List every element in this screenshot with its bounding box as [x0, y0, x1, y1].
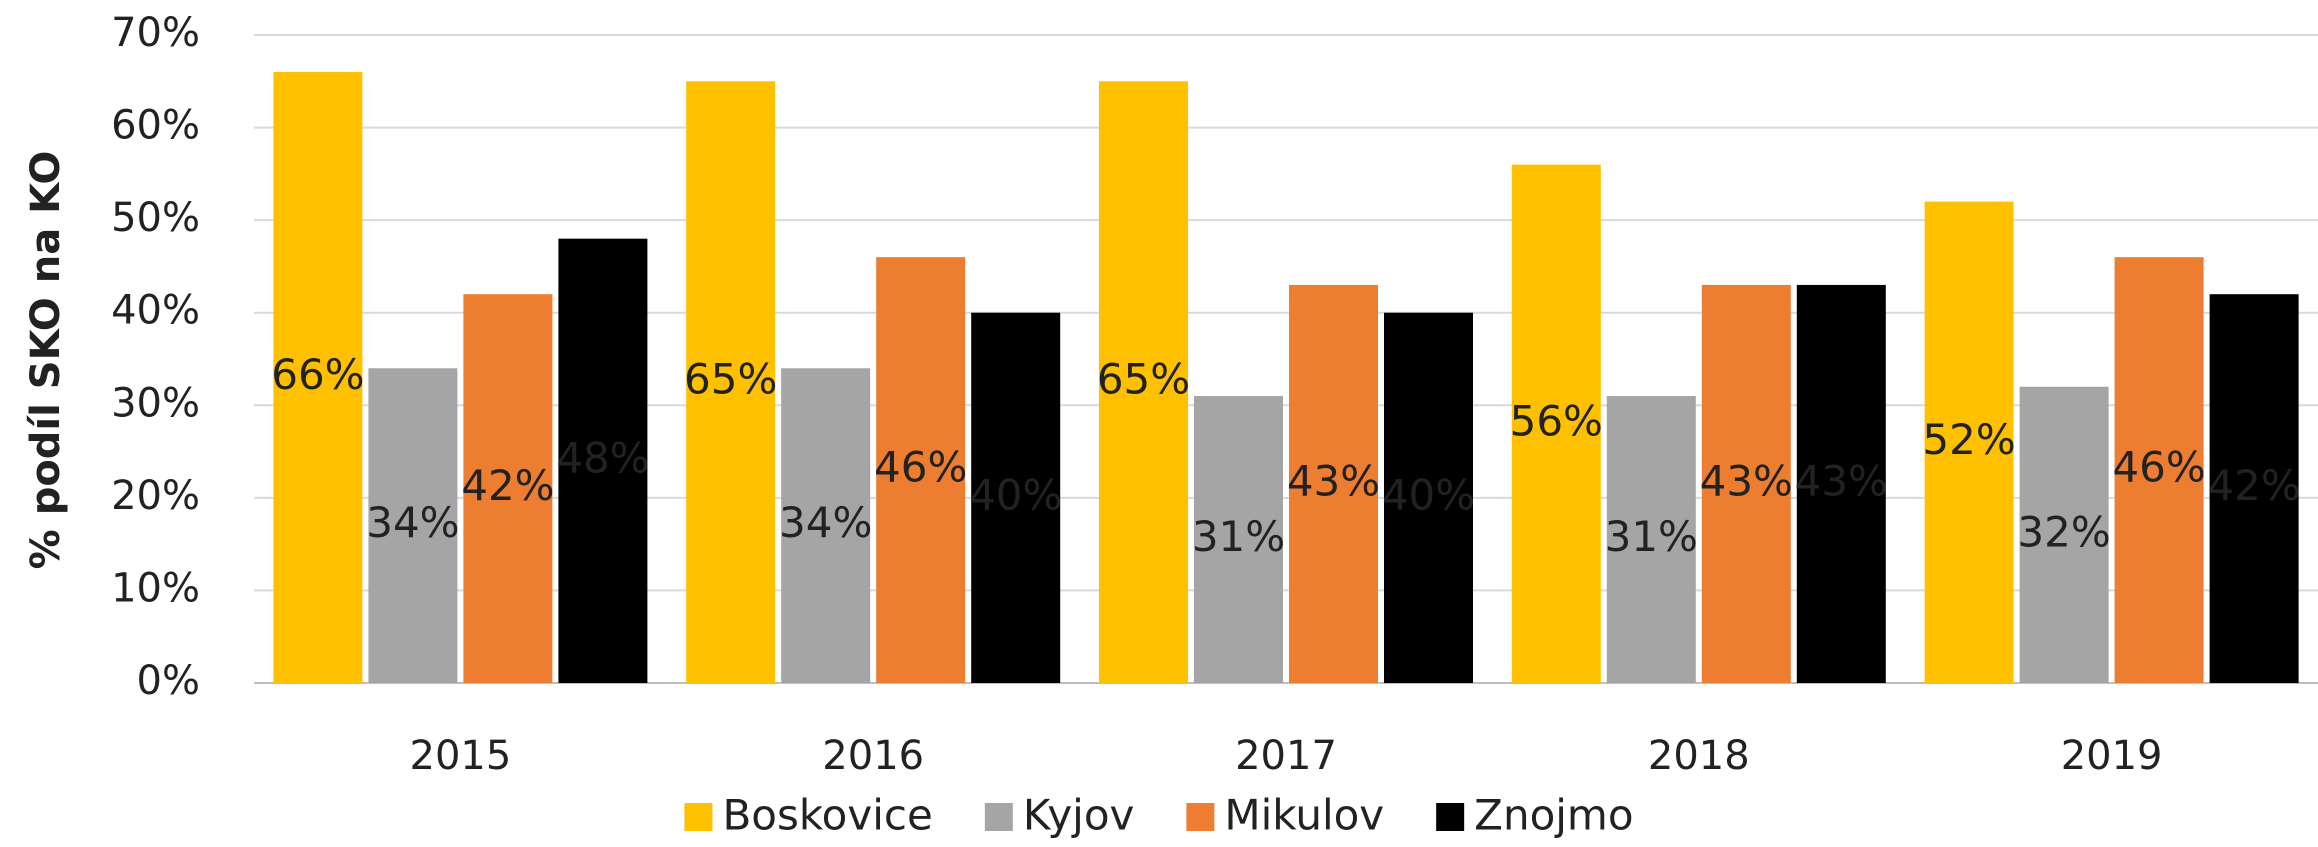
legend: Boskovice Kyjov Mikulov Znojmo — [684, 791, 1634, 840]
x-tick-label: 2017 — [1235, 733, 1337, 779]
value-label: 42% — [2207, 461, 2300, 510]
bar — [1384, 312, 1473, 683]
bar — [558, 238, 648, 683]
legend-label: Boskovice — [722, 791, 932, 840]
value-label: 42% — [461, 461, 554, 510]
bar — [368, 368, 458, 683]
y-tick-label: 0% — [137, 658, 200, 704]
bar — [971, 312, 1061, 683]
value-label: 48% — [556, 433, 649, 482]
bar — [686, 81, 776, 684]
x-tick-label: 2015 — [410, 733, 512, 779]
value-label: 31% — [1605, 512, 1698, 561]
x-tick-label: 2016 — [822, 733, 924, 779]
bar — [463, 294, 553, 683]
bar — [1511, 164, 1601, 684]
bar — [1796, 284, 1886, 683]
bar — [1924, 201, 2014, 683]
bar — [781, 368, 871, 683]
value-label: 43% — [1795, 456, 1888, 505]
x-tick-label: 2019 — [2061, 733, 2163, 779]
legend-swatch — [984, 803, 1013, 831]
legend-label: Znojmo — [1474, 791, 1633, 840]
value-label: 43% — [1700, 456, 1793, 505]
value-label: 40% — [1382, 470, 1475, 519]
value-label: 32% — [2017, 507, 2110, 556]
value-label: 34% — [779, 498, 872, 547]
value-label: 40% — [969, 470, 1062, 519]
value-label: 65% — [684, 355, 777, 404]
value-label: 31% — [1192, 512, 1285, 561]
y-tick-label: 60% — [111, 103, 200, 149]
legend-swatch — [1436, 803, 1465, 831]
value-label: 65% — [1097, 355, 1190, 404]
legend-swatch — [684, 803, 713, 831]
value-label: 43% — [1287, 456, 1380, 505]
value-label: 46% — [2112, 443, 2205, 492]
y-tick-label: 20% — [111, 473, 200, 519]
value-label: 52% — [1922, 415, 2015, 464]
bar — [1701, 284, 1791, 683]
legend-label: Mikulov — [1224, 791, 1384, 840]
bar — [1289, 284, 1378, 683]
bar — [876, 257, 966, 683]
value-label: 66% — [271, 350, 364, 399]
bar — [2209, 294, 2299, 683]
bar — [2019, 386, 2109, 683]
legend-swatch — [1186, 803, 1215, 831]
value-label: 46% — [874, 443, 967, 492]
bar — [2114, 257, 2204, 683]
value-label: 56% — [1510, 396, 1603, 445]
bar — [1194, 396, 1283, 683]
x-tick-label: 2018 — [1648, 733, 1750, 779]
bar — [1099, 81, 1188, 684]
bar — [1606, 396, 1696, 683]
y-tick-label: 30% — [111, 380, 200, 426]
y-axis-title: % podíl SKO na KO — [23, 151, 69, 570]
bar — [273, 72, 363, 684]
y-tick-label: 40% — [111, 288, 200, 334]
value-label: 34% — [366, 498, 459, 547]
y-tick-label: 10% — [111, 565, 200, 611]
y-tick-label: 50% — [111, 195, 200, 241]
legend-label: Kyjov — [1023, 791, 1135, 840]
y-tick-label: 70% — [111, 10, 200, 56]
